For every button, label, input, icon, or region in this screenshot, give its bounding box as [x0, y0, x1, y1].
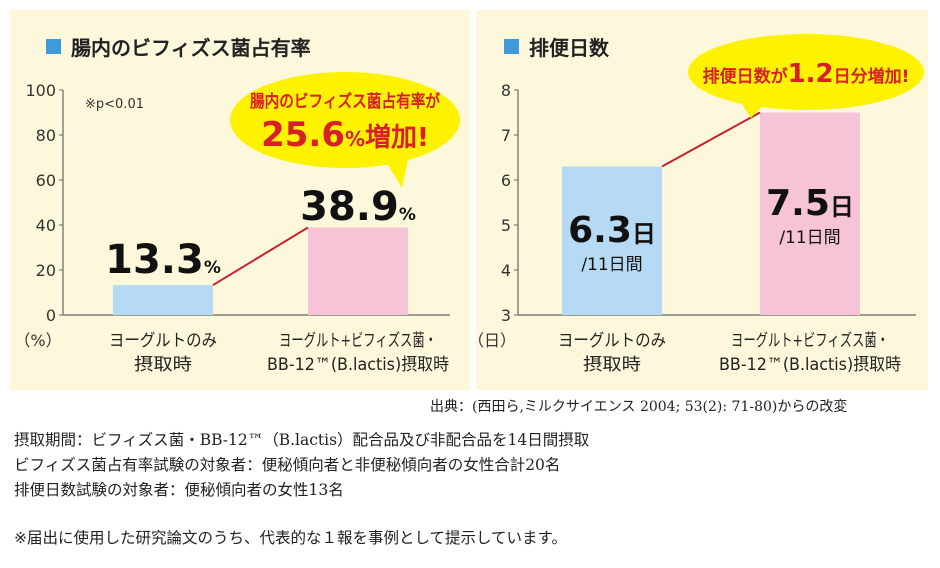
left-chart-title: 腸内のビフィズス菌占有率: [46, 32, 311, 61]
note-line: 排便日数試験の対象者：便秘傾向者の女性13名: [14, 481, 344, 499]
y-tick-label: 7: [501, 126, 511, 145]
y-unit-label: （%）: [14, 331, 61, 350]
callout-suffix: 増加!: [365, 123, 429, 153]
title-square-icon: [46, 39, 61, 54]
category-label: BB-12™(B.lactis)摂取時: [719, 355, 901, 375]
value-unit: 日: [632, 220, 656, 248]
callout-unit: %: [345, 127, 365, 151]
value-unit: 日: [830, 193, 854, 221]
value-number: 6.3: [568, 210, 632, 251]
value-unit: %: [399, 205, 416, 225]
trend-line: [212, 226, 309, 286]
y-tick-label: 8: [501, 81, 511, 100]
significance-note: ※p<0.01: [85, 97, 144, 112]
value-number: 7.5: [766, 183, 830, 224]
trend-line: [661, 111, 761, 168]
category-label: BB-12™(B.lactis)摂取時: [267, 355, 449, 375]
callout-text: 腸内のビフィズス菌占有率が: [250, 91, 440, 112]
y-tick-label: 100: [25, 81, 56, 100]
callout-highlight: 25.6%増加!: [261, 115, 429, 155]
note-line: ビフィズス菌占有率試験の対象者：便秘傾向者と非便秘傾向者の女性合計20名: [14, 456, 561, 474]
callout-bubble: [688, 34, 924, 110]
value-sublabel: /11日間: [779, 228, 840, 248]
callout-number: 1.2: [788, 59, 834, 89]
y-tick-label: 6: [501, 171, 511, 190]
callout-bubble: [230, 72, 460, 168]
callout-prefix: 排便日数が: [703, 66, 788, 87]
value-label: 13.3%: [105, 237, 221, 283]
y-tick-label: 60: [36, 171, 56, 190]
disclaimer: ※届出に使用した研究論文のうち、代表的な１報を事例として提示しています。: [14, 529, 568, 547]
category-label: 摂取時: [134, 355, 192, 375]
y-tick-label: 20: [36, 261, 56, 280]
category-label: 摂取時: [583, 355, 641, 375]
y-tick-label: 0: [46, 306, 56, 325]
bar: [308, 227, 408, 315]
value-number: 13.3: [105, 237, 204, 283]
value-label: 6.3日: [568, 210, 656, 251]
value-label: 7.5日: [766, 183, 854, 224]
value-number: 38.9: [300, 184, 399, 230]
source-citation: 出典：(西田ら,ミルクサイエンス 2004; 53(2): 71-80)からの改…: [430, 399, 848, 415]
bar: [760, 112, 860, 315]
category-label: ヨーグルト+ビフィズス菌・: [731, 331, 889, 351]
right-chart-title: 排便日数: [504, 32, 609, 61]
value-label: 38.9%: [300, 184, 416, 230]
bar: [562, 166, 662, 315]
title-square-icon: [504, 39, 519, 54]
category-label: ヨーグルト+ビフィズス菌・: [279, 331, 437, 351]
value-sublabel: /11日間: [581, 255, 642, 275]
y-tick-label: 4: [501, 261, 511, 280]
category-label: ヨーグルトのみ: [558, 331, 666, 351]
bar: [113, 285, 213, 315]
y-tick-label: 80: [36, 126, 56, 145]
study-notes: 摂取期間：ビフィズス菌・BB-12™（B.lactis）配合品及び非配合品を14…: [14, 428, 589, 503]
y-tick-label: 40: [36, 216, 56, 235]
callout-text: 排便日数が1.2日分増加!: [703, 59, 910, 89]
callout-number: 25.6: [261, 115, 345, 155]
y-tick-label: 5: [501, 216, 511, 235]
callout-suffix: 日分増加!: [834, 66, 910, 87]
left-chart-panel: 腸内のビフィズス菌占有率 0 20 40 60 80 100 （%） ヨーグルトのみ 摂取時 ヨー…: [10, 10, 470, 390]
note-line: 摂取期間：ビフィズス菌・BB-12™（B.lactis）配合品及び非配合品を14…: [14, 431, 590, 449]
category-label: ヨーグルトのみ: [109, 331, 217, 351]
y-tick-label: 3: [501, 306, 511, 325]
y-unit-label: （日）: [476, 331, 516, 350]
value-unit: %: [204, 258, 221, 278]
